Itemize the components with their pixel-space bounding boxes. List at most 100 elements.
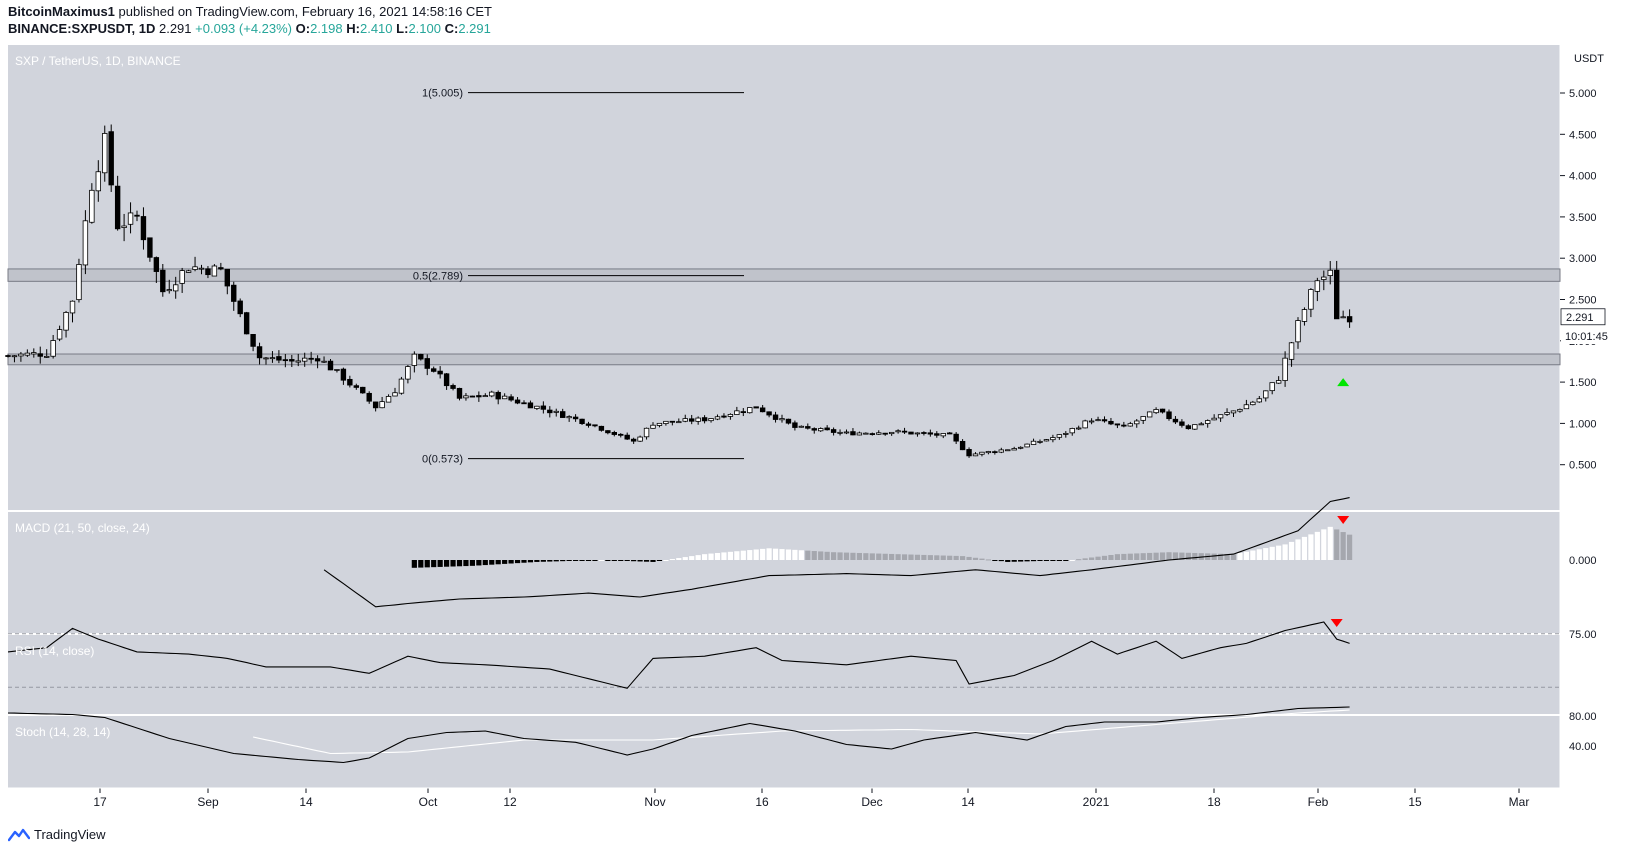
macd-histogram-bar — [495, 560, 501, 565]
candle-body — [618, 433, 624, 436]
macd-histogram-bar — [740, 550, 746, 560]
candle-body — [856, 432, 863, 436]
close-value: 2.291 — [458, 21, 491, 36]
candle-body — [1011, 448, 1017, 451]
macd-histogram-bar — [1121, 553, 1127, 560]
macd-histogram-bar — [527, 560, 534, 563]
macd-histogram-bar — [901, 554, 908, 560]
candle-body — [295, 360, 301, 363]
macd-histogram-bar — [424, 560, 430, 568]
stoch-panel[interactable] — [8, 716, 1560, 788]
candle-body — [469, 395, 476, 398]
macd-tick-label: 0.000 — [1569, 555, 1597, 567]
candle-body — [1321, 276, 1327, 280]
macd-histogram-bar — [882, 553, 888, 560]
time-tick-label: 17 — [93, 795, 107, 809]
macd-histogram-bar — [1224, 553, 1230, 560]
macd-histogram-bar — [1069, 560, 1075, 561]
candle-body — [1282, 357, 1288, 381]
candle-body — [1056, 434, 1063, 438]
candle-body — [24, 352, 31, 356]
candle-body — [334, 369, 340, 371]
candle-body — [514, 399, 521, 404]
candle-body — [398, 378, 405, 394]
candle-body — [1134, 420, 1140, 425]
candle-body — [998, 449, 1004, 453]
macd-histogram-bar — [1327, 526, 1333, 560]
macd-histogram-bar — [1050, 560, 1056, 561]
high-label: H: — [346, 21, 360, 36]
candle-body — [379, 401, 385, 409]
tradingview-brand[interactable]: TradingView — [8, 826, 106, 842]
candle-body — [1263, 390, 1269, 399]
macd-histogram-bar — [979, 558, 985, 560]
time-tick-label: 14 — [961, 795, 975, 809]
candle-body — [1043, 439, 1050, 442]
candle-body — [689, 418, 695, 422]
candle-body — [218, 267, 224, 270]
candle-body — [727, 414, 734, 417]
macd-histogram-bar — [1024, 560, 1030, 562]
candle-body — [766, 411, 772, 416]
candle-body — [901, 430, 908, 433]
macd-histogram-bar — [624, 560, 630, 561]
candle-body — [695, 417, 701, 422]
macd-histogram-bar — [1192, 552, 1198, 560]
candle-body — [759, 407, 766, 413]
support-resistance-zone-1 — [7, 353, 1561, 366]
price-unit-label: USDT — [1574, 53, 1604, 65]
macd-histogram-bar — [1250, 550, 1256, 560]
macd-histogram-bar — [502, 560, 508, 564]
macd-histogram-bar — [585, 560, 592, 561]
time-tick-label: Oct — [419, 795, 438, 809]
macd-histogram-bar — [734, 551, 740, 560]
candle-body — [1314, 280, 1321, 292]
author-name[interactable]: BitcoinMaximus1 — [8, 4, 115, 19]
macd-panel[interactable] — [8, 512, 1560, 633]
time-tick-label: 2021 — [1083, 795, 1110, 809]
candle-body — [1159, 408, 1166, 413]
candle-body — [1340, 316, 1346, 319]
macd-histogram-bar — [508, 560, 514, 564]
candle-body — [18, 353, 24, 357]
candle-body — [172, 284, 179, 292]
stoch-k-line — [7, 706, 1350, 764]
candle-body — [443, 373, 450, 387]
candle-body — [566, 416, 572, 419]
macd-histogram-bar — [992, 560, 998, 561]
macd-histogram-bar — [450, 560, 456, 567]
stoch-tick-label: 80.00 — [1569, 711, 1597, 723]
candle-body — [572, 416, 579, 420]
macd-histogram-bar — [1147, 552, 1153, 560]
candle-body — [1172, 418, 1179, 423]
macd-histogram-bar — [889, 553, 895, 560]
signal-up-arrow-0 — [1337, 378, 1350, 387]
publish-header: BitcoinMaximus1 published on TradingView… — [8, 4, 492, 19]
candle-body — [734, 410, 740, 415]
price-tick-label: 1.000 — [1569, 418, 1597, 430]
candle-body — [1334, 269, 1340, 320]
candle-body — [708, 418, 714, 422]
macd-histogram-bar — [1095, 556, 1101, 560]
time-tick-label: 12 — [503, 795, 517, 809]
macd-histogram-bar — [514, 560, 521, 564]
candle-body — [256, 346, 263, 359]
candle-body — [908, 431, 914, 435]
candle-body — [1301, 309, 1308, 322]
macd-histogram-bar — [1282, 544, 1288, 560]
candle-body — [301, 357, 308, 362]
macd-histogram-bar — [618, 560, 624, 561]
macd-histogram-bar — [1018, 560, 1024, 562]
candle-body — [179, 270, 185, 284]
candle-body — [353, 385, 359, 388]
macd-histogram-bar — [727, 551, 733, 560]
macd-histogram-bar — [805, 550, 811, 560]
candle-body — [250, 334, 256, 347]
macd-histogram-bar — [1321, 529, 1327, 560]
fib-label-2: 0(0.573) — [422, 454, 463, 466]
macd-histogram-bar — [1127, 553, 1133, 560]
candle-body — [1101, 419, 1108, 422]
rsi-panel[interactable] — [8, 635, 1560, 714]
candle-body — [1224, 412, 1230, 415]
